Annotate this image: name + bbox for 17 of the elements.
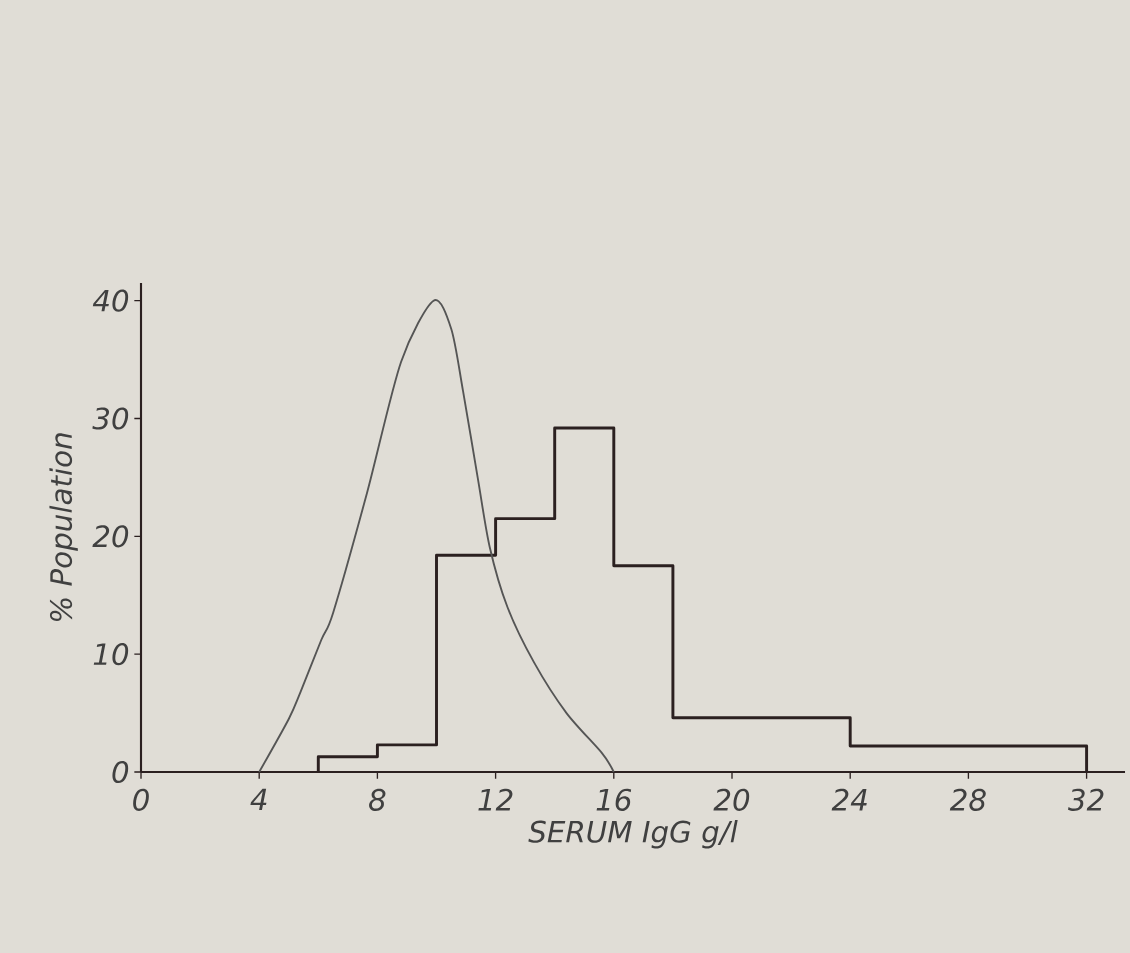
y-tick-label: 40 (92, 289, 129, 312)
x-tick-label: 20 (713, 788, 750, 811)
line-series (258, 299, 615, 773)
x-tick-label: 12 (478, 788, 513, 811)
y-tick-label: 0 (112, 760, 129, 784)
y-tick-label: 20 (92, 525, 129, 548)
x-tick-label: 28 (949, 788, 986, 811)
y-tick-label: 30 (92, 407, 129, 430)
x-tick-label: 0 (133, 788, 149, 811)
y-tick-label: 10 (93, 643, 129, 666)
x-axis-title: SERUM IgG g/l (528, 820, 738, 849)
x-tick-label: 16 (596, 788, 632, 811)
x-tick-label: 24 (831, 788, 867, 811)
x-tick-label: 32 (1068, 788, 1104, 811)
x-tick-label: 4 (250, 788, 267, 811)
x-tick-label: 8 (369, 788, 386, 811)
y-axis-title: % Population (49, 433, 78, 622)
